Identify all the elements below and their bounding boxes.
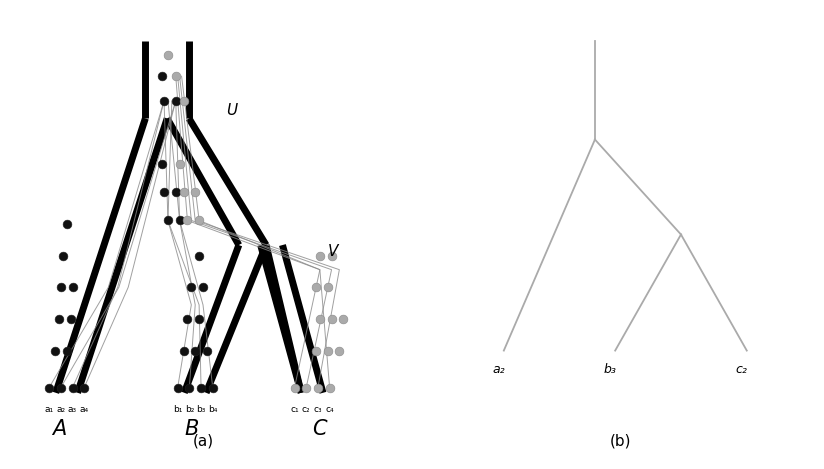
Text: C: C <box>312 419 327 439</box>
Text: a₃: a₃ <box>68 405 77 414</box>
Polygon shape <box>58 119 166 393</box>
Point <box>171 384 185 391</box>
Point <box>66 384 79 391</box>
Point <box>77 384 91 391</box>
Text: (b): (b) <box>610 433 631 448</box>
Point <box>54 283 68 291</box>
Point <box>333 347 346 355</box>
Point <box>325 315 338 323</box>
Point <box>64 315 77 323</box>
Text: (a): (a) <box>193 433 213 448</box>
Point <box>169 97 182 105</box>
Point <box>173 160 186 168</box>
Point <box>337 315 350 323</box>
Point <box>321 347 335 355</box>
Point <box>193 315 206 323</box>
Text: b₃: b₃ <box>604 363 616 377</box>
Point <box>300 384 313 391</box>
Point <box>193 217 206 224</box>
Text: c₄: c₄ <box>325 405 334 414</box>
Point <box>177 347 190 355</box>
Text: B: B <box>184 419 199 439</box>
Polygon shape <box>263 245 321 393</box>
Text: c₂: c₂ <box>736 363 747 377</box>
Point <box>60 347 73 355</box>
Point <box>323 384 336 391</box>
Text: c₂: c₂ <box>302 405 311 414</box>
Point <box>185 283 198 291</box>
Text: a₁: a₁ <box>44 405 54 414</box>
Point <box>321 283 335 291</box>
Polygon shape <box>147 41 187 119</box>
Point <box>194 384 208 391</box>
Point <box>180 315 194 323</box>
Point <box>196 283 209 291</box>
Point <box>177 189 190 196</box>
Text: A: A <box>52 419 66 439</box>
Polygon shape <box>166 119 265 245</box>
Text: b₁: b₁ <box>173 405 182 414</box>
Polygon shape <box>186 245 265 393</box>
Point <box>325 252 338 259</box>
Point <box>183 384 196 391</box>
Point <box>49 347 62 355</box>
Point <box>311 384 325 391</box>
Point <box>162 52 175 59</box>
Point <box>157 97 171 105</box>
Point <box>288 384 301 391</box>
Point <box>189 347 202 355</box>
Point <box>157 189 171 196</box>
Text: c₁: c₁ <box>290 405 299 414</box>
Point <box>180 217 194 224</box>
Point <box>169 73 182 80</box>
Point <box>162 217 175 224</box>
Text: U: U <box>227 103 237 118</box>
Text: c₃: c₃ <box>314 405 322 414</box>
Point <box>309 283 322 291</box>
Point <box>313 315 326 323</box>
Text: a₂: a₂ <box>493 363 505 377</box>
Text: b₃: b₃ <box>196 405 206 414</box>
Point <box>54 384 68 391</box>
Text: b₂: b₂ <box>185 405 194 414</box>
Point <box>56 252 69 259</box>
Point <box>189 189 202 196</box>
Point <box>169 189 182 196</box>
Point <box>156 73 169 80</box>
Point <box>313 252 326 259</box>
Text: a₄: a₄ <box>80 405 89 414</box>
Point <box>206 384 219 391</box>
Point <box>177 97 190 105</box>
Point <box>200 347 213 355</box>
Point <box>43 384 56 391</box>
Point <box>193 252 206 259</box>
Point <box>60 220 73 228</box>
Text: V: V <box>328 243 338 258</box>
Text: a₂: a₂ <box>56 405 65 414</box>
Point <box>309 347 322 355</box>
Point <box>156 160 169 168</box>
Point <box>173 217 186 224</box>
Point <box>52 315 65 323</box>
Text: b₄: b₄ <box>208 405 218 414</box>
Point <box>66 283 79 291</box>
